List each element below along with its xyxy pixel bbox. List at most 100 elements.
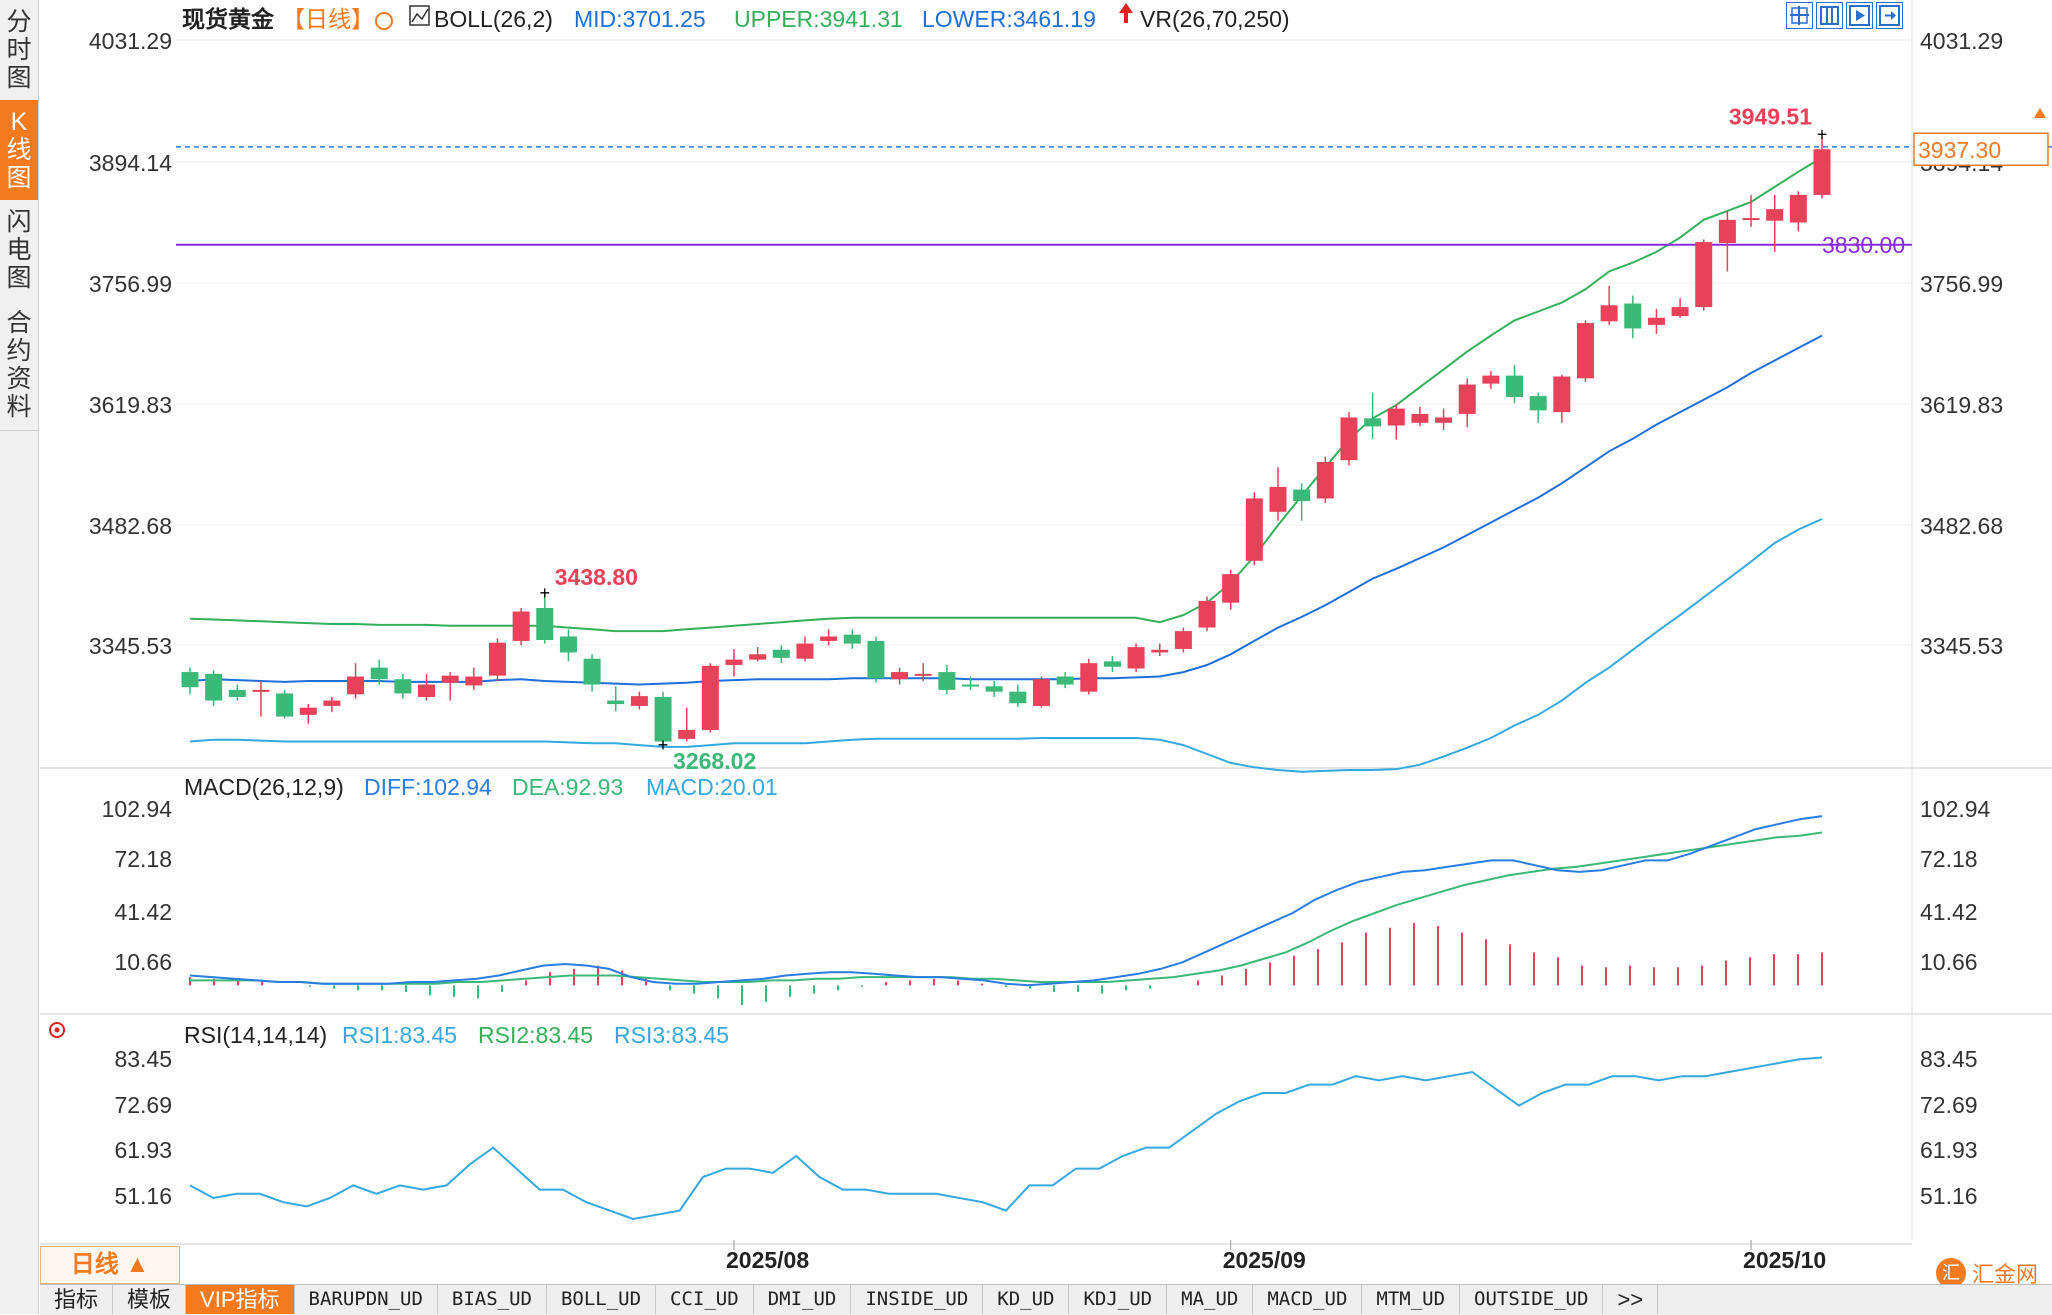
candle-body-5	[299, 707, 317, 715]
indicator-tab-13[interactable]: MTM_UD	[1362, 1285, 1461, 1314]
settings-circle-icon	[375, 12, 393, 30]
indicator-icon	[409, 5, 430, 26]
rsi-title: RSI(14,14,14)	[184, 1022, 327, 1048]
main-axis-right-5: 3345.53	[1920, 633, 2003, 659]
candle-body-22	[701, 665, 719, 730]
rsi-settings-icon-dot	[54, 1027, 60, 1033]
vr-title: VR(26,70,250)	[1140, 6, 1290, 32]
candle-body-9	[394, 679, 412, 694]
candle-body-21	[678, 729, 696, 739]
rsi-settings-icon	[49, 1022, 65, 1038]
brand-logo: 汇 汇金网	[1936, 1256, 2038, 1290]
rsi-axis-right-1: 72.69	[1920, 1092, 1978, 1118]
chart-grid-icon[interactable]	[1816, 2, 1843, 29]
prior-high-label: 3438.80	[555, 564, 638, 590]
prior-high-marker: +	[540, 583, 551, 603]
candle-body-23	[725, 659, 743, 665]
rsi3-value: RSI3:83.45	[614, 1022, 729, 1048]
fullscreen-icon[interactable]	[1876, 2, 1903, 29]
candle-body-65	[1718, 219, 1736, 243]
left-tab-0[interactable]: 分时图	[0, 0, 38, 101]
indicator-tab-15[interactable]: >>	[1603, 1285, 1659, 1314]
candle-body-33	[962, 684, 980, 687]
indicator-tab-3[interactable]: BARUPDN_UD	[295, 1285, 438, 1314]
macd-axis-right-0: 102.94	[1920, 796, 1991, 822]
candle-body-66	[1742, 218, 1760, 221]
boll-mid-line	[189, 334, 1823, 686]
x-axis-label-1: 2025/09	[1223, 1247, 1306, 1273]
indicator-tab-bar: 指标 模板 VIP指标 BARUPDN_UD BIAS_UD BOLL_UD CCI_UD D…	[40, 1284, 2052, 1315]
candle-body-11	[441, 675, 459, 683]
indicator-tab-5[interactable]: BOLL_UD	[547, 1285, 657, 1314]
indicator-tab-0[interactable]: 指标	[40, 1285, 114, 1314]
indicator-tab-4[interactable]: BIAS_UD	[438, 1285, 547, 1314]
crosshair-icon[interactable]	[1786, 2, 1813, 29]
instrument-name: 现货黄金	[182, 6, 275, 32]
indicator-tab-9[interactable]: KD_UD	[983, 1285, 1070, 1314]
rsi-axis-left-0: 83.45	[114, 1046, 172, 1072]
main-axis-left-5: 3345.53	[89, 633, 172, 659]
candle-body-27	[820, 636, 838, 641]
main-axis-right-3: 3619.83	[1920, 392, 2003, 418]
candle-body-24	[749, 654, 767, 660]
candle-body-3	[252, 689, 270, 692]
price-up-arrow-icon	[2034, 108, 2046, 118]
candle-body-67	[1766, 209, 1784, 221]
candle-body-59	[1576, 323, 1594, 379]
candle-body-15	[536, 607, 554, 641]
indicator-tab-12[interactable]: MACD_UD	[1253, 1285, 1363, 1314]
indicator-tab-6[interactable]: CCI_UD	[656, 1285, 754, 1314]
candle-body-48	[1316, 461, 1334, 499]
candle-body-38	[1080, 663, 1098, 692]
candle-body-55	[1482, 375, 1500, 384]
candle-body-36	[1032, 679, 1050, 706]
indicator-tab-8[interactable]: INSIDE_UD	[851, 1285, 984, 1314]
main-axis-right-4: 3482.68	[1920, 513, 2003, 539]
candle-body-57	[1529, 396, 1547, 411]
left-tab-2[interactable]: 闪电图	[0, 200, 38, 301]
main-axis-left-0: 4031.29	[89, 28, 172, 54]
candle-body-25	[772, 649, 790, 658]
candle-body-49	[1340, 417, 1358, 461]
indicator-tab-1[interactable]: 模板	[113, 1285, 187, 1314]
left-tab-3[interactable]: 合约资料	[0, 300, 38, 431]
candle-body-41	[1151, 649, 1169, 653]
chart-area[interactable]: 4031.294031.293894.143894.143756.993756.…	[0, 0, 2052, 1284]
candle-body-0	[181, 672, 199, 688]
boll-lower-line	[189, 518, 1823, 773]
high-label: 3949.51	[1729, 103, 1812, 129]
macd-dea-line	[190, 831, 1823, 985]
candle-body-51	[1387, 408, 1405, 426]
candle-body-1	[205, 673, 223, 701]
candle-body-58	[1553, 376, 1571, 413]
high-marker: +	[1817, 124, 1828, 144]
indicator-tab-14[interactable]: OUTSIDE_UD	[1460, 1285, 1604, 1314]
rsi-axis-left-2: 61.93	[114, 1137, 172, 1163]
candle-body-60	[1600, 305, 1618, 322]
candle-body-34	[985, 686, 1003, 692]
candle-body-4	[276, 693, 294, 717]
play-icon[interactable]	[1846, 2, 1873, 29]
vr-up-arrow-icon	[1119, 3, 1133, 13]
indicator-tab-10[interactable]: KDJ_UD	[1069, 1285, 1168, 1314]
candle-body-29	[867, 640, 885, 679]
indicator-tab-2[interactable]: VIP指标	[186, 1285, 295, 1314]
low-marker: +	[658, 735, 669, 755]
candle-body-61	[1624, 303, 1642, 329]
rsi-axis-right-2: 61.93	[1920, 1137, 1978, 1163]
boll-lower-value: LOWER:3461.19	[922, 6, 1096, 32]
candle-body-13	[488, 642, 506, 676]
logo-icon: 汇	[1936, 1258, 1966, 1288]
candle-body-44	[1222, 574, 1240, 603]
indicator-tab-11[interactable]: MA_UD	[1167, 1285, 1254, 1314]
macd-axis-right-1: 72.18	[1920, 846, 1978, 872]
candle-body-26	[796, 643, 814, 659]
period-selector[interactable]: 日线 ▲	[40, 1246, 180, 1284]
candle-body-62	[1647, 317, 1665, 325]
indicator-tab-7[interactable]: DMI_UD	[754, 1285, 852, 1314]
candle-body-32	[938, 672, 956, 690]
candle-body-14	[512, 611, 530, 641]
candle-body-19	[630, 696, 648, 706]
